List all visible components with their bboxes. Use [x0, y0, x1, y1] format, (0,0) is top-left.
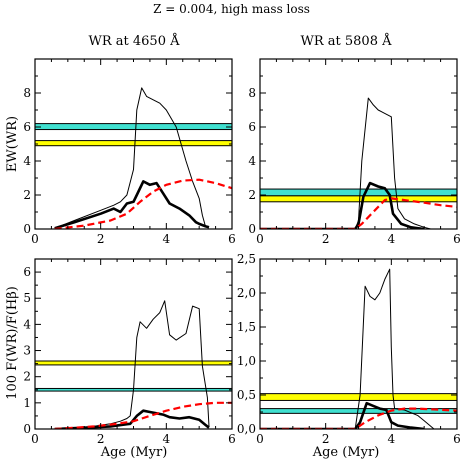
x-tick-label: 4	[388, 432, 396, 446]
series-thin-line	[260, 97, 431, 229]
y-axis-label-top: EW(WR)	[5, 116, 20, 172]
y-tick-label: 4	[23, 317, 31, 331]
plot-area	[260, 268, 457, 429]
x-axis-label-left: Age (Myr)	[100, 445, 168, 460]
x-tick-label: 4	[388, 232, 396, 246]
band-yellow-0	[35, 360, 232, 366]
band-cyan-0	[35, 123, 232, 131]
y-tick-label: 4	[248, 154, 256, 168]
x-tick-label: 6	[228, 432, 236, 446]
y-tick-label: 2	[248, 188, 256, 202]
series-thin-line	[54, 87, 207, 229]
y-tick-label: 3	[23, 344, 31, 358]
figure-title: Z = 0.004, high mass loss	[153, 2, 310, 16]
panel-top-left: 0 2 4 6 0 2 4 6 8	[23, 58, 236, 246]
x-tick-label: 2	[97, 232, 105, 246]
y-tick-label: 0,0	[237, 422, 256, 436]
x-tick-label: 2	[322, 232, 330, 246]
series-thin-line	[54, 300, 210, 429]
y-tick-label: 2,0	[237, 286, 256, 300]
band-yellow-1	[35, 140, 232, 147]
y-axis-label-bottom: 100 F(WR)/F(Hβ)	[5, 286, 20, 400]
y-tick-label: 8	[248, 86, 256, 100]
y-tick-label: 2	[23, 188, 31, 202]
y-tick-label: 1,0	[237, 354, 256, 368]
panel-top-right: 0 2 4 6 0 2 4 6 8	[248, 58, 461, 246]
plot-area	[35, 87, 232, 229]
series-dashed-line	[260, 407, 457, 429]
y-tick-label: 1	[23, 396, 31, 410]
y-tick-label: 2,5	[237, 252, 256, 266]
x-tick-label: 2	[97, 432, 105, 446]
y-tick-label: 5	[23, 291, 31, 305]
plot-frame	[34, 258, 233, 430]
y-tick-label: 8	[23, 86, 31, 100]
x-tick-label: 6	[453, 432, 461, 446]
x-axis-label-right: Age (Myr)	[312, 445, 380, 460]
y-tick-label: 0	[23, 422, 31, 436]
series-dashed-line	[54, 178, 232, 229]
plot-area	[260, 97, 457, 229]
series-thick-line	[54, 409, 210, 429]
y-tick-label: 0,5	[237, 388, 256, 402]
series-thin-line	[260, 268, 435, 429]
x-tick-label: 0	[256, 232, 264, 246]
band-yellow-0	[260, 393, 457, 401]
y-tick-label: 6	[248, 120, 256, 134]
band-yellow-1	[260, 195, 457, 203]
y-tick-label: 0	[23, 222, 31, 236]
y-tick-label: 2	[23, 370, 31, 384]
x-tick-label: 2	[322, 432, 330, 446]
x-tick-label: 6	[228, 232, 236, 246]
x-tick-label: 0	[31, 232, 39, 246]
y-tick-label: 1,5	[237, 320, 256, 334]
column-title-left: WR at 4650 Å	[89, 33, 181, 49]
plot-area	[35, 300, 232, 429]
y-tick-label: 6	[23, 120, 31, 134]
x-tick-label: 6	[453, 232, 461, 246]
y-tick-label: 6	[23, 265, 31, 279]
panel-bottom-left: 0 2 4 6 0 1 2 3 4 5 6	[23, 258, 236, 446]
x-tick-label: 4	[163, 432, 171, 446]
series-thick-line	[260, 181, 425, 229]
panel-bottom-right: 0 2 4 6 0,0 0,5 1,0 1,5 2,0 2,5	[237, 252, 461, 446]
series-thick-line	[54, 180, 210, 229]
series-thick-line	[260, 401, 425, 429]
x-tick-label: 4	[163, 232, 171, 246]
x-tick-label: 0	[31, 432, 39, 446]
column-title-right: WR at 5808 Å	[301, 33, 393, 49]
y-tick-label: 0	[248, 222, 256, 236]
band-cyan-0	[260, 188, 457, 197]
x-tick-label: 0	[256, 432, 264, 446]
y-tick-label: 4	[23, 154, 31, 168]
series-dashed-line	[54, 401, 232, 429]
